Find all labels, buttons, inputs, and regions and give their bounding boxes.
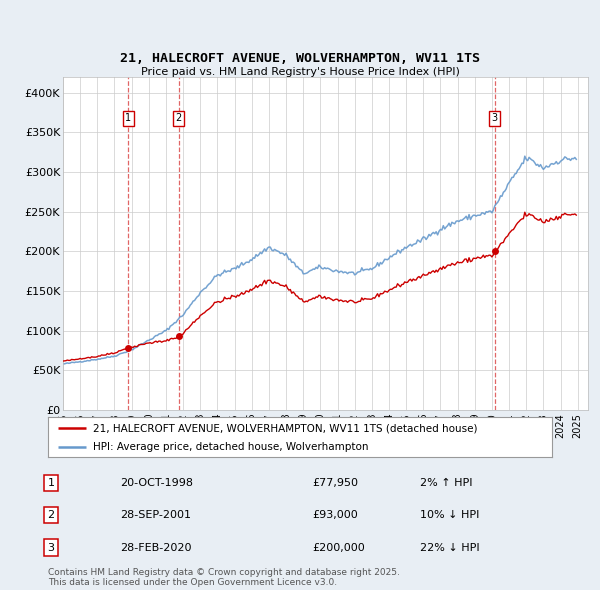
Text: Contains HM Land Registry data © Crown copyright and database right 2025.
This d: Contains HM Land Registry data © Crown c… [48, 568, 400, 587]
Text: 2: 2 [176, 113, 182, 123]
Text: 2: 2 [47, 510, 55, 520]
Text: £77,950: £77,950 [312, 478, 358, 487]
Text: 21, HALECROFT AVENUE, WOLVERHAMPTON, WV11 1TS: 21, HALECROFT AVENUE, WOLVERHAMPTON, WV1… [120, 53, 480, 65]
Text: 3: 3 [491, 113, 498, 123]
Text: 3: 3 [47, 543, 55, 552]
Text: 2% ↑ HPI: 2% ↑ HPI [420, 478, 473, 487]
Text: 1: 1 [125, 113, 131, 123]
Text: 10% ↓ HPI: 10% ↓ HPI [420, 510, 479, 520]
Text: 28-FEB-2020: 28-FEB-2020 [120, 543, 191, 552]
Text: 21, HALECROFT AVENUE, WOLVERHAMPTON, WV11 1TS (detached house): 21, HALECROFT AVENUE, WOLVERHAMPTON, WV1… [94, 424, 478, 434]
Text: 28-SEP-2001: 28-SEP-2001 [120, 510, 191, 520]
Text: £93,000: £93,000 [312, 510, 358, 520]
Text: 20-OCT-1998: 20-OCT-1998 [120, 478, 193, 487]
Text: 1: 1 [47, 478, 55, 487]
Text: £200,000: £200,000 [312, 543, 365, 552]
Text: HPI: Average price, detached house, Wolverhampton: HPI: Average price, detached house, Wolv… [94, 442, 369, 452]
Text: Price paid vs. HM Land Registry's House Price Index (HPI): Price paid vs. HM Land Registry's House … [140, 67, 460, 77]
Text: 22% ↓ HPI: 22% ↓ HPI [420, 543, 479, 552]
